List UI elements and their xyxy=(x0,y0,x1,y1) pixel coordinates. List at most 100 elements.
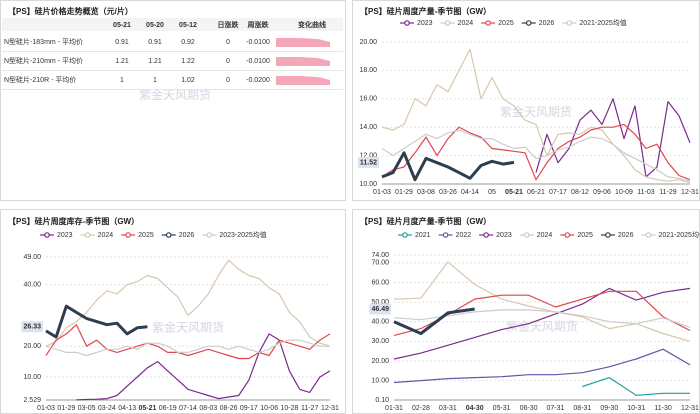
column-header: 日涨跌 xyxy=(218,20,240,29)
legend-label: 2021-2025均值 xyxy=(579,18,626,27)
watermark: 紫金天风期货 xyxy=(506,319,578,334)
cell: 1.02 xyxy=(181,77,195,84)
column-header: 05-20 xyxy=(146,22,164,29)
row-label: N型硅片-210mm - 平均价 xyxy=(4,56,83,65)
legend-label: 2024 xyxy=(537,232,553,239)
y-tick-label: 10.00 xyxy=(371,377,389,384)
x-tick-label: 06-30 xyxy=(520,405,538,412)
y-tick-label: 18.00 xyxy=(359,67,377,74)
legend-marker xyxy=(564,232,571,238)
x-tick-label: 11-30 xyxy=(654,405,671,412)
y-tick-label: 10.00 xyxy=(359,181,377,188)
sparkline xyxy=(276,57,330,66)
legend-label: 2026 xyxy=(539,20,555,27)
legend-marker xyxy=(525,20,532,26)
chart-title: 【PS】硅片月度产量-季节图（GW） xyxy=(360,216,491,226)
cell: 1 xyxy=(120,77,124,84)
cell: 0 xyxy=(226,39,230,46)
legend-marker xyxy=(165,232,172,238)
cell: 1.21 xyxy=(115,58,129,65)
sparkline xyxy=(276,38,330,47)
x-tick-label: 01-03 xyxy=(37,405,55,412)
x-tick-label: 03-05 xyxy=(78,405,96,412)
cell: 0 xyxy=(226,58,230,65)
cell: 0.91 xyxy=(115,39,129,46)
y-tick-label: 10.00 xyxy=(23,374,41,381)
y-tick-label: 40.00 xyxy=(23,282,41,289)
legend-label: 2023-2025均值 xyxy=(219,230,266,239)
legend-label: 2021 xyxy=(415,232,431,239)
x-tick-label: 03-31 xyxy=(439,405,457,412)
series-line xyxy=(45,304,148,339)
x-tick-label: 04-14 xyxy=(461,189,479,196)
cell: -0.0100 xyxy=(246,58,270,65)
series-line xyxy=(393,307,475,335)
cell: 1.22 xyxy=(181,58,195,65)
legend-label: 2023 xyxy=(57,232,73,239)
panel xyxy=(352,209,700,414)
column-header: 变化曲线 xyxy=(298,20,326,29)
x-tick-label: 01-31 xyxy=(385,405,403,412)
x-tick-label: 10-06 xyxy=(260,405,278,412)
row-label: N型硅片-210R - 平均价 xyxy=(4,75,76,84)
cell: 0.91 xyxy=(148,39,162,46)
x-tick-label: 05-31 xyxy=(493,405,511,412)
table-title: 【PS】硅片价格走势概览（元/片） xyxy=(8,6,133,16)
x-tick-label: 07-31 xyxy=(547,405,565,412)
y-tick-label: 12.00 xyxy=(359,152,377,159)
y-tick-label: 30.00 xyxy=(371,338,389,345)
y-tick-label: 60.00 xyxy=(371,279,389,286)
x-tick-label: 11-27 xyxy=(301,405,318,412)
legend-marker xyxy=(206,232,213,238)
x-tick-label: 05-21 xyxy=(505,189,523,196)
y-tick-label: 2.529 xyxy=(23,397,41,404)
legend-label: 2024 xyxy=(98,232,114,239)
chart-title: 【PS】硅片周度库存-季节图（GW） xyxy=(8,216,139,226)
cell: -0.0100 xyxy=(246,39,270,46)
legend-label: 2024 xyxy=(458,20,474,27)
x-tick-label: 11-03 xyxy=(637,189,654,196)
legend-marker xyxy=(444,20,451,26)
series-line xyxy=(381,123,691,181)
sparkline xyxy=(276,76,330,85)
x-tick-label: 07-14 xyxy=(179,405,197,412)
legend-marker xyxy=(44,232,50,238)
y-tick-label: 20.00 xyxy=(371,358,389,365)
legend-label: 2023 xyxy=(417,20,433,27)
y-tick-label: 74.00 xyxy=(371,252,389,259)
x-tick-label: 12-31 xyxy=(321,405,339,412)
y-tick-label: 70.00 xyxy=(371,260,389,267)
cell: 1 xyxy=(153,77,157,84)
x-tick-label: 03-08 xyxy=(417,189,435,196)
legend-marker xyxy=(645,232,652,238)
panel xyxy=(0,209,346,414)
legend-marker xyxy=(84,232,91,238)
legend-marker xyxy=(125,232,131,238)
x-tick-label: 06-19 xyxy=(159,405,177,412)
x-tick-label: 03-26 xyxy=(439,189,457,196)
x-tick-label: 04-13 xyxy=(118,405,136,412)
watermark: 紫金天风期货 xyxy=(139,87,211,102)
x-tick-label: 12-31 xyxy=(681,189,699,196)
series-line xyxy=(393,287,691,360)
legend-label: 2025 xyxy=(577,232,593,239)
x-tick-label: 10-31 xyxy=(627,405,645,412)
legend-marker xyxy=(523,232,530,238)
y-tick-label: 0.10 xyxy=(375,397,389,404)
series-line xyxy=(393,348,691,384)
y-tick-label: 20.00 xyxy=(23,343,41,350)
legend-marker xyxy=(404,20,410,26)
table-header xyxy=(2,18,343,31)
last-value-label: 11.52 xyxy=(360,159,377,166)
x-tick-label: 06-21 xyxy=(527,189,545,196)
column-header: 05-21 xyxy=(113,22,131,29)
cell: 0.92 xyxy=(181,39,195,46)
x-tick-label: 03-24 xyxy=(98,405,116,412)
x-tick-label: 10-09 xyxy=(615,189,633,196)
y-tick-label: 50.00 xyxy=(371,299,389,306)
y-tick-label: 49.00 xyxy=(23,254,41,261)
series-line xyxy=(582,377,690,396)
x-tick-label: 05-21 xyxy=(138,405,156,412)
watermark: 紫金天风期货 xyxy=(500,104,572,119)
